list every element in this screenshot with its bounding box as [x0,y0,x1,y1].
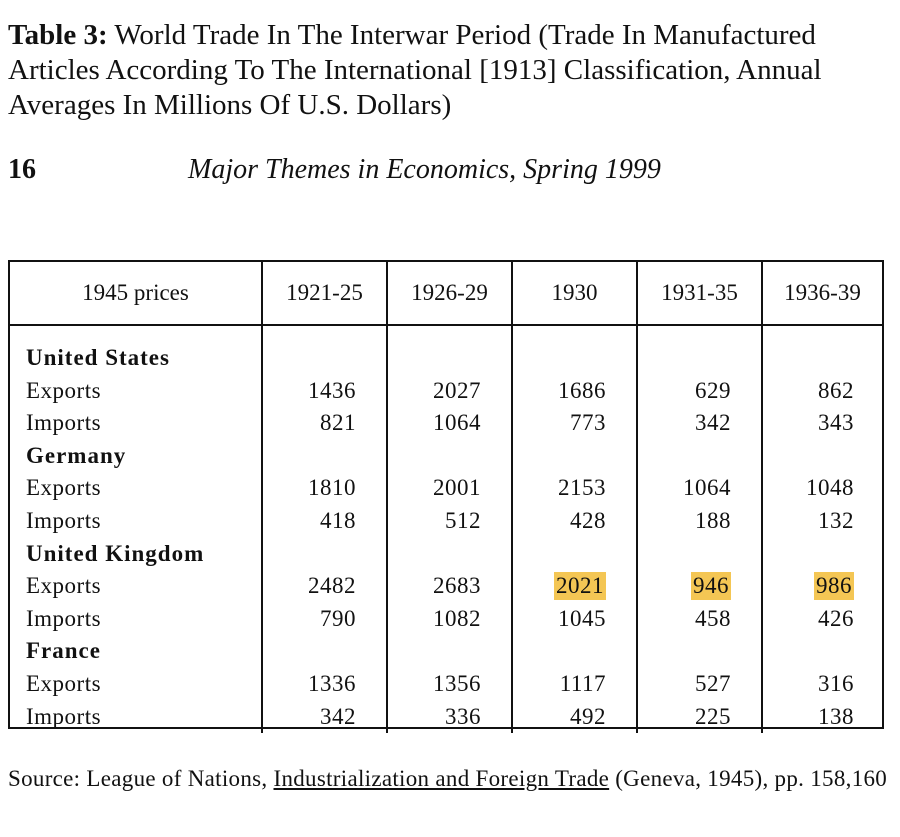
cell-value: 527 [695,670,731,696]
highlighted-cell: 986 [763,570,882,603]
cell-value: 1356 [433,670,481,696]
row-label: Imports [26,410,102,436]
country-heading: United Kingdom [26,540,205,566]
cell-value: 1064 [683,475,731,501]
row-label: Imports [26,605,102,631]
cell-value: 629 [695,377,731,403]
row-label: Exports [26,670,102,696]
column-header: 1936-39 [761,262,882,326]
cell-value: 418 [320,507,356,533]
cell-value: 1336 [308,670,356,696]
cell-value: 428 [570,507,606,533]
highlighted-value: 946 [691,572,731,601]
cell-value: 773 [570,410,606,436]
cell-value: 1082 [433,605,481,631]
cell-value: 1064 [433,410,481,436]
cell-value: 225 [695,703,731,729]
stub-column: United States Exports Imports Germany Ex… [10,325,262,733]
cell-value: 790 [320,605,356,631]
highlighted-cell: 2021 [513,570,636,603]
table-title-label: Table 3: [8,19,108,51]
source-note: Source: League of Nations, Industrializa… [8,762,892,796]
highlighted-value: 986 [814,572,854,601]
cell-value: 132 [818,507,854,533]
running-head: Major Themes in Economics, Spring 1999 [188,154,661,185]
source-prefix: Source: League of Nations, [8,766,274,791]
cell-value: 188 [695,507,731,533]
source-suffix: (Geneva, 1945), pp. 158,160 [609,766,888,791]
cell-value: 862 [818,377,854,403]
cell-value: 343 [818,410,854,436]
highlighted-cell: 946 [638,570,761,603]
table-title-text: World Trade In The Interwar Period (Trad… [8,19,822,121]
cell-value: 1045 [558,605,606,631]
cell-value: 342 [695,410,731,436]
cell-value: 336 [445,703,481,729]
trade-table: 1945 prices 1921-25 1926-29 1930 1931-35… [8,260,884,734]
table-title: Table 3: World Trade In The Interwar Per… [8,18,892,123]
source-work-title: Industrialization and Foreign Trade [273,766,610,791]
country-heading: United States [26,345,170,370]
data-column-1931-35: 629 342 1064 188 946 458 527 225 [636,325,762,734]
cell-value: 821 [320,410,356,436]
data-column-1921-25: 1436 821 1810 418 2482 790 1336 342 [261,325,387,734]
trade-table-grid: 1945 prices 1921-25 1926-29 1930 1931-35… [10,262,882,734]
data-column-1926-29: 2027 1064 2001 512 2683 1082 1356 336 [386,325,512,734]
data-column-1930: 1686 773 2153 428 2021 1045 1117 492 [511,325,637,734]
header-row: 1945 prices 1921-25 1926-29 1930 1931-35… [10,262,882,326]
page-number: 16 [8,154,36,185]
row-label: Exports [26,377,102,403]
cell-value: 2001 [433,475,481,501]
column-header: 1930 [511,262,637,326]
table-body-row: United States Exports Imports Germany Ex… [10,325,882,734]
cell-value: 138 [818,703,854,729]
cell-value: 492 [570,703,606,729]
column-header: 1926-29 [386,262,512,326]
cell-value: 316 [818,670,854,696]
cell-value: 1810 [308,475,356,501]
cell-value: 426 [818,605,854,631]
cell-value: 512 [445,507,481,533]
country-heading: Germany [26,442,127,468]
row-label: Imports [26,507,102,533]
cell-value: 1686 [558,377,606,403]
country-heading: France [26,638,101,664]
data-column-1936-39: 862 343 1048 132 986 426 316 138 [761,325,882,734]
row-label: Exports [26,573,102,599]
cell-value: 1048 [806,475,854,501]
row-label: Exports [26,475,102,501]
cell-value: 2482 [308,573,356,599]
cell-value: 2153 [558,475,606,501]
row-label: Imports [26,703,102,729]
cell-value: 2027 [433,377,481,403]
cell-value: 1117 [559,670,606,696]
cell-value: 342 [320,703,356,729]
cell-value: 1436 [308,377,356,403]
cell-value: 2683 [433,573,481,599]
highlighted-value: 2021 [554,572,606,601]
column-header: 1931-35 [636,262,762,326]
cell-value: 458 [695,605,731,631]
column-header: 1921-25 [261,262,387,326]
stub-header: 1945 prices [10,262,262,326]
